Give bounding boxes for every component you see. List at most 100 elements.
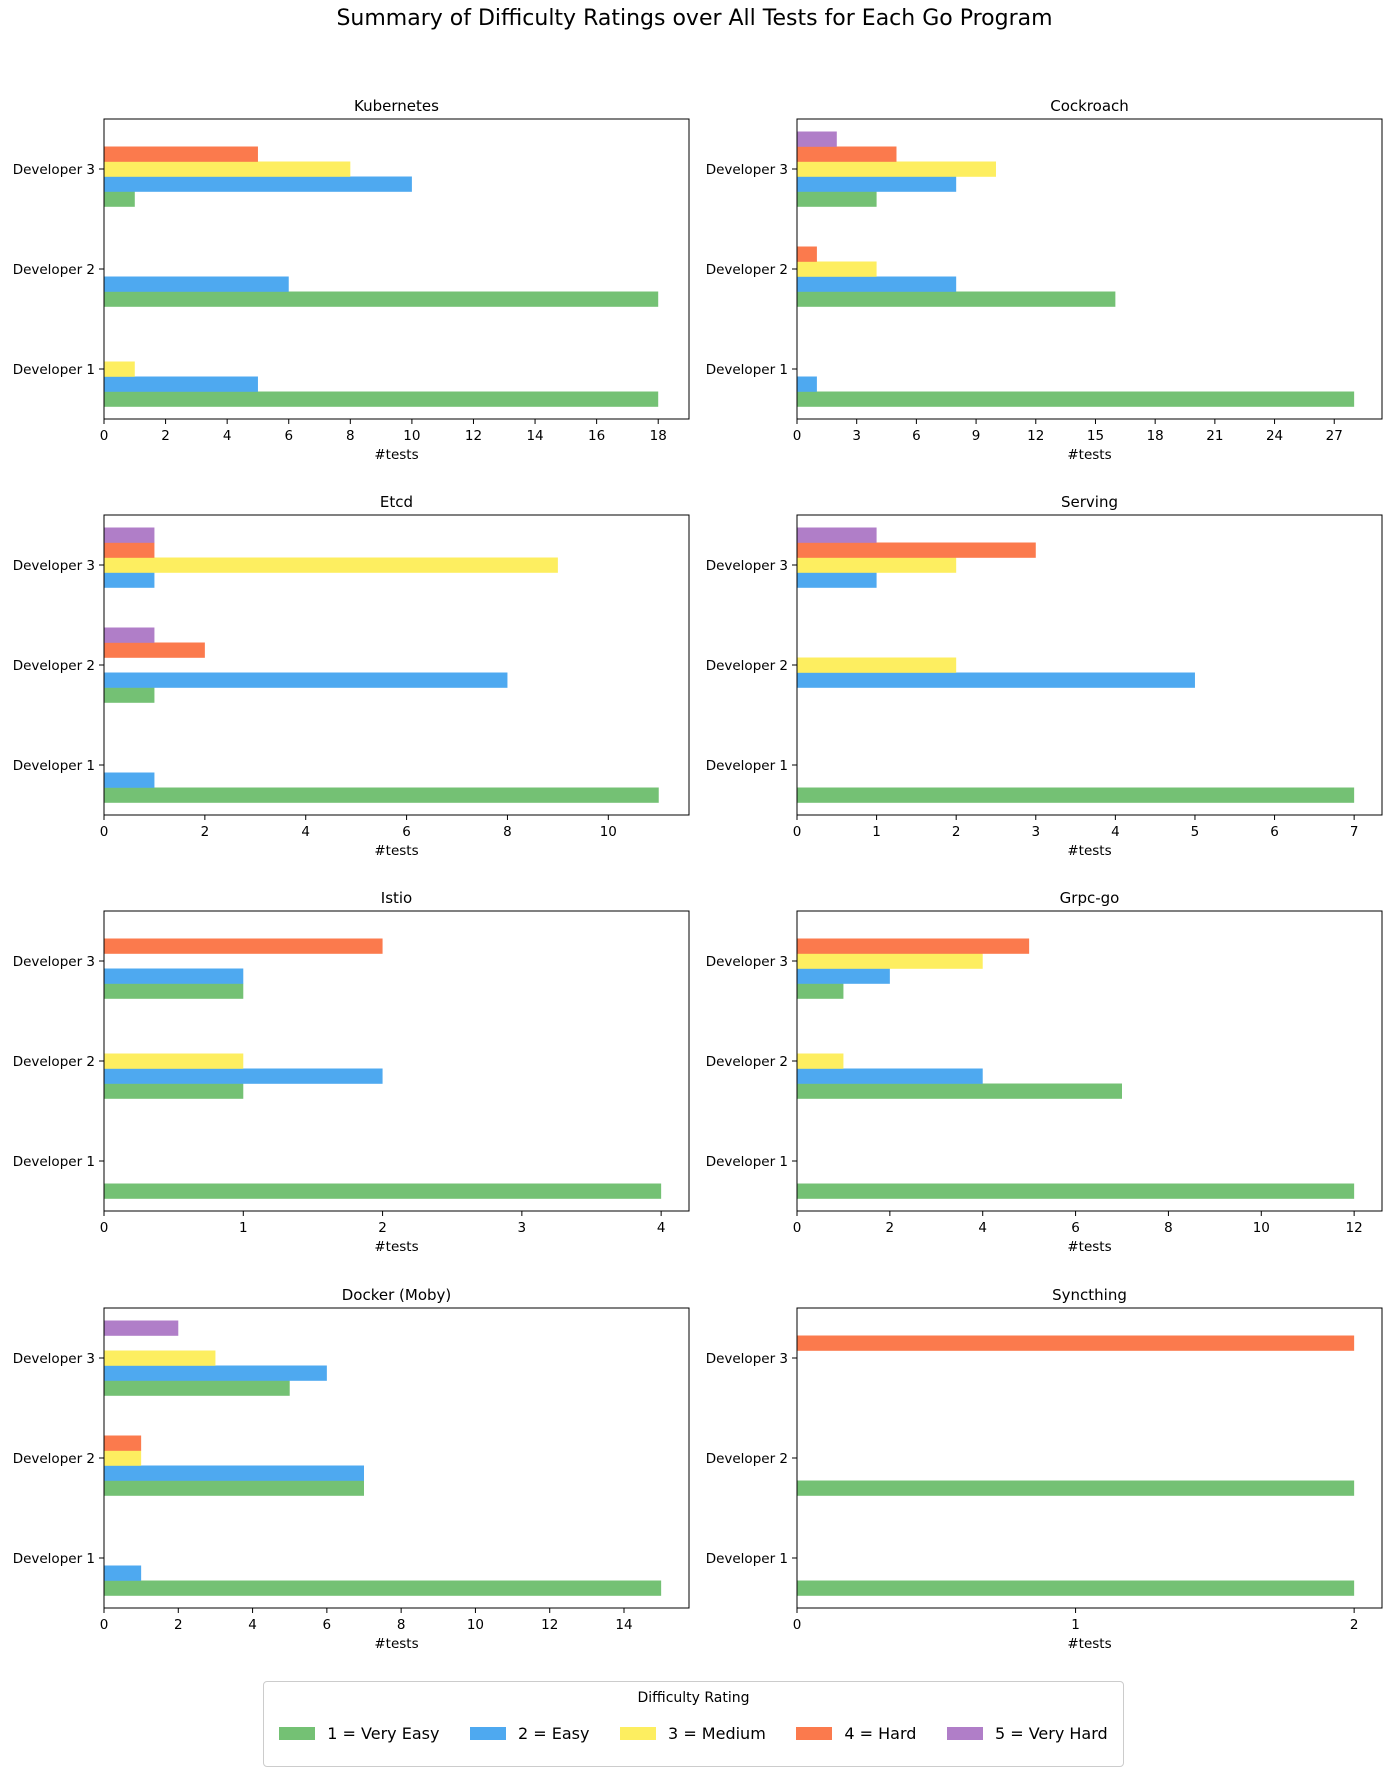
legend-items: 1 = Very Easy 2 = Easy 3 = Medium 4 = Hard 5…: [264, 1724, 1123, 1743]
legend-swatch: [946, 1727, 983, 1740]
legend-item: 3 = Medium: [620, 1724, 766, 1743]
x-tick-label: 0: [100, 428, 109, 444]
y-tick-label: Developer 3: [706, 162, 788, 178]
y-tick-label: Developer 3: [13, 162, 95, 178]
legend-label: 4 = Hard: [844, 1724, 917, 1743]
x-tick-label: 7: [1350, 824, 1359, 840]
bar: [104, 176, 412, 192]
legend: Difficulty Rating 1 = Very Easy 2 = Easy 3…: [263, 1681, 1124, 1767]
x-axis-label: #tests: [374, 447, 418, 463]
bar: [104, 1450, 142, 1466]
bar: [104, 557, 558, 573]
x-axis-label: #tests: [1067, 447, 1111, 463]
bar: [104, 527, 155, 543]
bar: [797, 672, 1195, 688]
x-tick-label: 6: [912, 428, 921, 444]
x-tick-label: 6: [323, 1617, 332, 1633]
bar: [797, 787, 1355, 803]
bar: [104, 572, 155, 588]
bar: [797, 557, 957, 573]
legend-swatch: [796, 1727, 833, 1740]
x-tick-label: 14: [615, 1617, 632, 1633]
y-tick-label: Developer 3: [13, 1351, 95, 1367]
y-tick-label: Developer 3: [706, 558, 788, 574]
bar: [104, 627, 155, 643]
bar: [797, 1068, 983, 1084]
x-tick-label: 1: [872, 824, 881, 840]
x-tick-label: 10: [600, 824, 617, 840]
x-tick-label: 4: [223, 428, 232, 444]
x-tick-label: 24: [1266, 428, 1283, 444]
x-tick-label: 14: [526, 428, 543, 444]
subplot-grpc-go: Grpc-go Developer 1 Developer 2 Developer 3…: [706, 889, 1383, 1255]
legend-label: 5 = Very Hard: [994, 1724, 1108, 1743]
x-tick-label: 3: [1031, 824, 1040, 840]
y-tick-label: Developer 1: [13, 362, 95, 378]
y-tick-label: Developer 3: [706, 1351, 788, 1367]
x-tick-label: 12: [465, 428, 482, 444]
bar: [797, 1335, 1355, 1351]
x-tick-label: 3: [852, 428, 861, 444]
y-tick-label: Developer 2: [13, 1451, 95, 1467]
bar: [104, 1435, 142, 1451]
bar: [104, 276, 289, 292]
legend-swatch: [279, 1727, 316, 1740]
bar: [797, 131, 837, 147]
bar: [104, 161, 351, 177]
subplot-etcd: Etcd Developer 1 Developer 2 Developer 3 0 2 4…: [13, 493, 690, 859]
bar: [797, 1580, 1355, 1596]
x-tick-label: 5: [1191, 824, 1200, 840]
bar: [104, 1580, 662, 1596]
x-tick-label: 0: [100, 1220, 109, 1236]
bar: [104, 1068, 383, 1084]
subplot-title: Docker (Moby): [342, 1286, 452, 1304]
bar: [104, 1350, 216, 1366]
x-axis-label: #tests: [1067, 1239, 1111, 1255]
x-tick-label: 10: [467, 1617, 484, 1633]
x-tick-label: 4: [657, 1220, 666, 1236]
x-tick-label: 1: [1071, 1617, 1080, 1633]
y-tick-label: Developer 1: [13, 1551, 95, 1567]
y-tick-label: Developer 2: [13, 658, 95, 674]
bar: [797, 953, 983, 969]
bar: [797, 1083, 1122, 1099]
subplot-docker-moby-: Docker (Moby) Developer 1 Developer 2 Devel…: [13, 1286, 690, 1652]
x-tick-label: 2: [952, 824, 961, 840]
bar: [797, 146, 897, 162]
x-tick-label: 2: [1350, 1617, 1359, 1633]
subplot-istio: Istio Developer 1 Developer 2 Developer 3 0 1…: [13, 889, 690, 1255]
bar: [797, 161, 996, 177]
x-tick-label: 3: [518, 1220, 527, 1236]
x-tick-label: 10: [403, 428, 420, 444]
legend-item: 5 = Very Hard: [946, 1724, 1108, 1743]
x-axis-label: #tests: [374, 1636, 418, 1652]
bar: [104, 687, 155, 703]
subplot-title: Serving: [1061, 493, 1118, 511]
bar: [104, 1465, 364, 1481]
x-axis-label: #tests: [1067, 1636, 1111, 1652]
bar: [104, 1320, 179, 1336]
x-tick-label: 0: [100, 824, 109, 840]
legend-label: 3 = Medium: [668, 1724, 766, 1743]
bar: [797, 376, 817, 392]
bar: [104, 1565, 142, 1581]
x-tick-label: 8: [397, 1617, 406, 1633]
bar: [797, 276, 957, 292]
x-tick-label: 18: [1147, 428, 1164, 444]
y-tick-label: Developer 1: [13, 1154, 95, 1170]
x-tick-label: 27: [1326, 428, 1343, 444]
x-tick-label: 8: [1164, 1220, 1173, 1236]
x-axis-label: #tests: [374, 843, 418, 859]
subplot-title: Cockroach: [1050, 97, 1129, 115]
bar: [797, 1183, 1355, 1199]
x-tick-label: 2: [378, 1220, 387, 1236]
bar: [104, 376, 258, 392]
x-tick-label: 0: [793, 1617, 802, 1633]
subplot-syncthing: Syncthing Developer 1 Developer 2 Developer…: [706, 1286, 1383, 1652]
subplot-title: Grpc-go: [1060, 889, 1120, 907]
y-tick-label: Developer 1: [706, 758, 788, 774]
bar: [797, 391, 1355, 407]
y-tick-label: Developer 1: [706, 1154, 788, 1170]
